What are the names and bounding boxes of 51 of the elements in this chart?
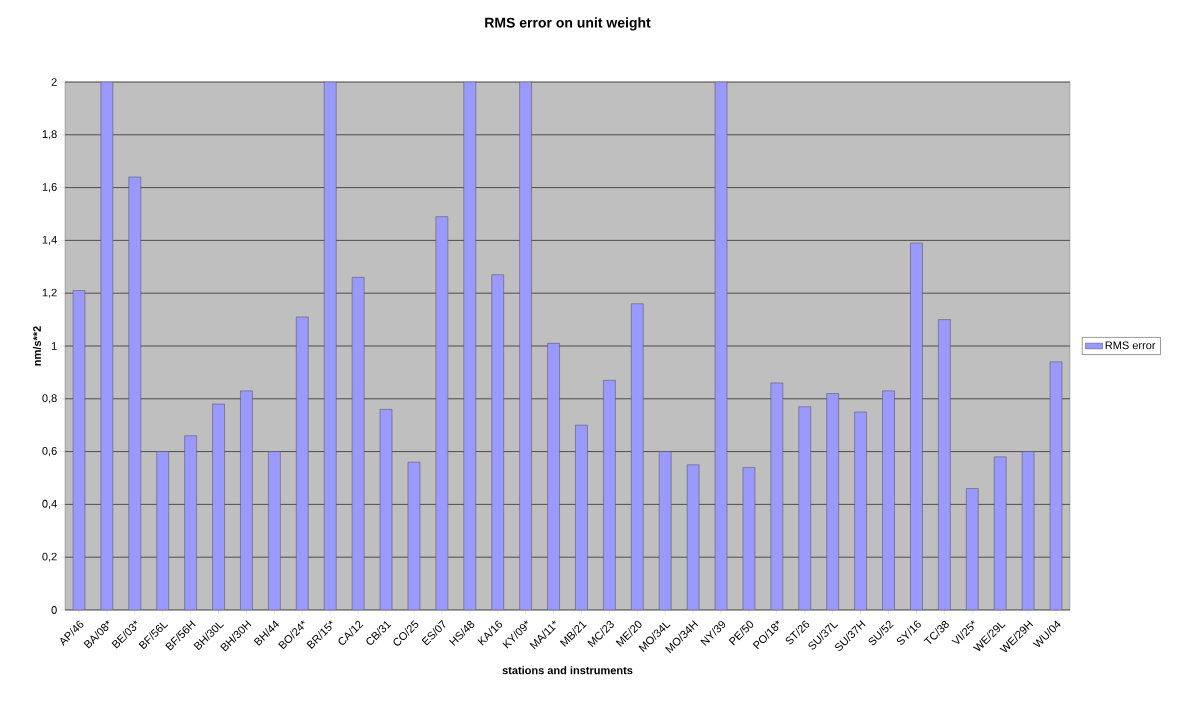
bar	[742, 467, 756, 610]
bar	[910, 242, 923, 610]
bar	[463, 81, 477, 610]
bar	[938, 319, 951, 610]
bar	[686, 464, 700, 610]
bar	[714, 81, 728, 610]
bar	[854, 411, 867, 610]
bar	[631, 303, 644, 610]
bar	[826, 393, 839, 610]
bar	[993, 456, 1007, 610]
bar	[798, 406, 812, 610]
y-axis-title: nm/s**2	[32, 326, 42, 366]
y-tick-label: 0,6	[42, 447, 57, 457]
bar	[156, 451, 169, 610]
y-tick-label: 1,4	[42, 235, 57, 245]
bar	[184, 435, 197, 610]
bar	[407, 461, 421, 610]
y-tick-label: 0	[51, 606, 57, 614]
bar	[100, 81, 114, 610]
y-tick-label: 0,8	[42, 394, 57, 404]
bar	[128, 176, 142, 610]
y-tick-label: 1,2	[42, 288, 57, 298]
bar	[547, 343, 560, 610]
bar	[1049, 361, 1063, 610]
legend-label: RMS error	[1105, 341, 1156, 350]
bar	[379, 409, 393, 610]
bar	[351, 277, 365, 610]
bar	[323, 81, 337, 610]
bar	[966, 488, 979, 610]
x-axis-title: stations and instruments	[502, 666, 633, 675]
y-tick-label: 0,4	[42, 499, 57, 509]
bar	[770, 382, 784, 610]
y-tick-label: 2	[51, 78, 57, 86]
bar	[240, 390, 253, 610]
y-tick-label: 1,8	[42, 130, 57, 140]
bar	[575, 424, 588, 610]
bar	[435, 216, 449, 610]
bar	[882, 390, 895, 610]
bar	[603, 380, 616, 610]
bar	[296, 316, 309, 610]
bar	[72, 290, 86, 610]
bar	[658, 451, 672, 610]
y-tick-label: 1	[51, 342, 57, 350]
bar	[212, 403, 225, 610]
bar	[1021, 451, 1035, 610]
y-tick-label: 1,6	[42, 183, 57, 193]
bar	[491, 274, 504, 610]
chart-title: RMS error on unit weight	[485, 17, 651, 31]
bar	[519, 81, 532, 610]
y-tick-label: 0,2	[42, 552, 57, 562]
bar	[268, 451, 281, 610]
